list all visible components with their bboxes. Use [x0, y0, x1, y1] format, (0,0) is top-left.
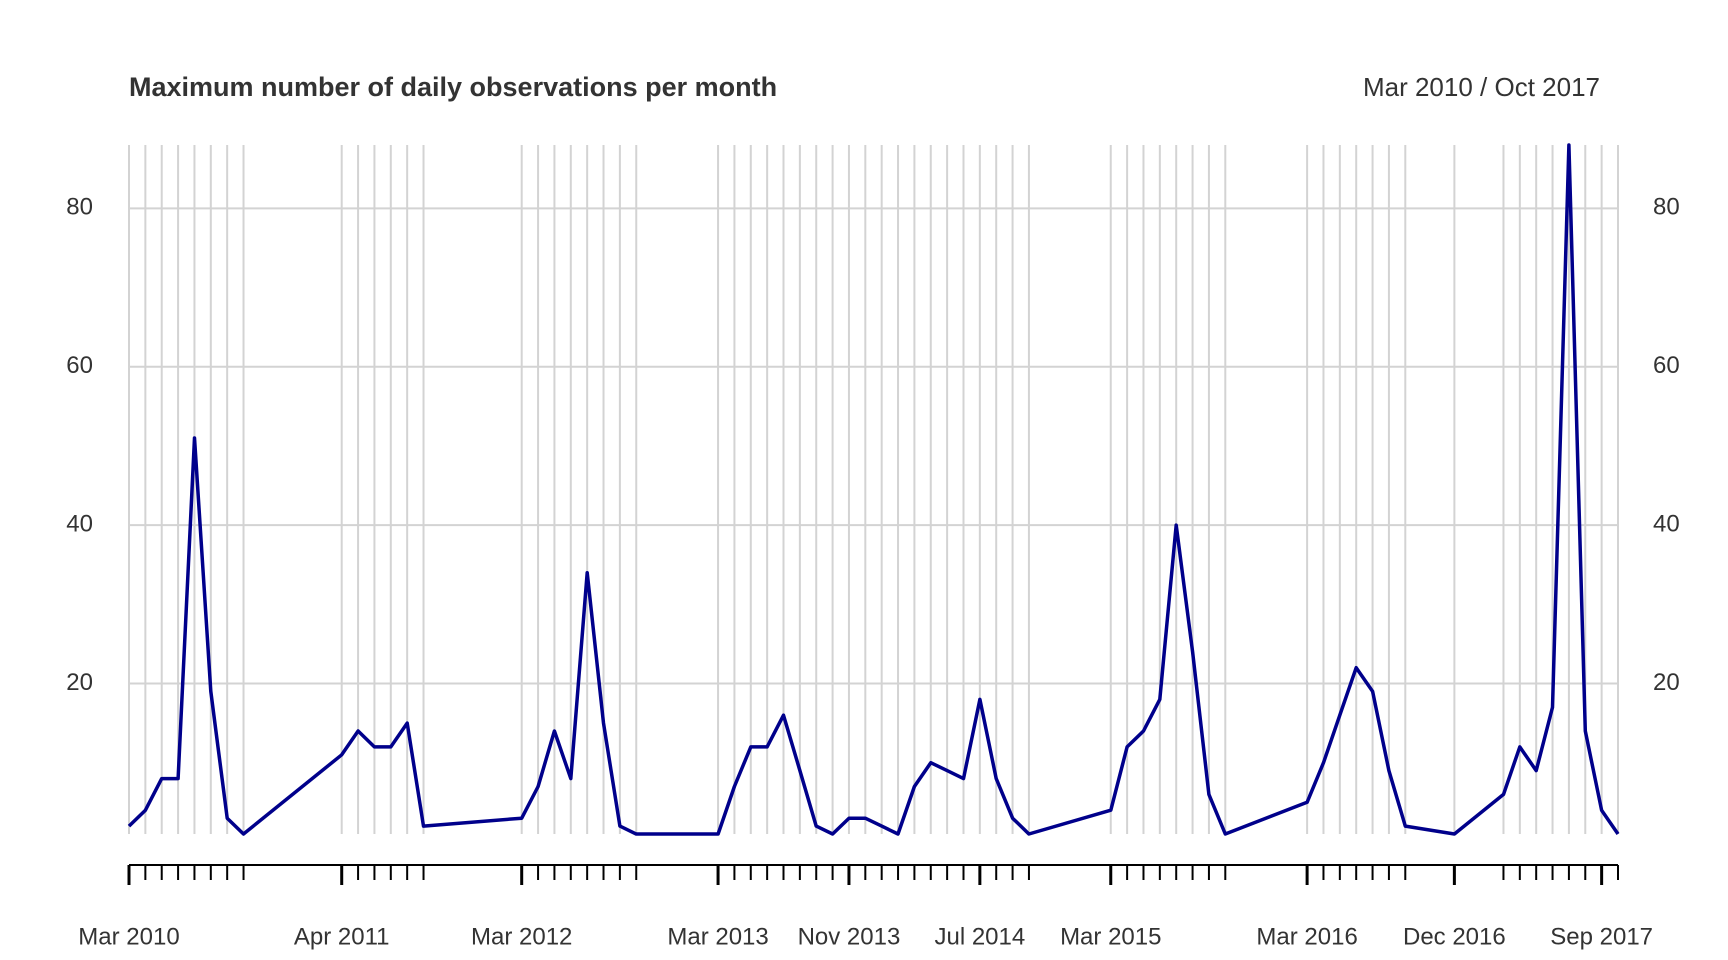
x-tick-label: Mar 2016 — [1256, 923, 1357, 950]
x-tick-label: Apr 2011 — [294, 923, 390, 950]
chart-title: Maximum number of daily observations per… — [129, 72, 777, 102]
y2-tick-label: 60 — [1653, 352, 1680, 379]
y2-tick-label: 80 — [1653, 194, 1680, 221]
x-tick-label: Mar 2012 — [471, 923, 572, 950]
chart-subtitle: Mar 2010 / Oct 2017 — [1363, 72, 1600, 102]
y-tick-label: 40 — [66, 510, 93, 537]
x-tick-label: Nov 2013 — [798, 923, 901, 950]
y-tick-label: 20 — [66, 669, 93, 696]
y-tick-label: 80 — [66, 194, 93, 221]
x-tick-label: Jul 2014 — [934, 923, 1025, 950]
x-tick-label: Mar 2013 — [667, 923, 768, 950]
x-tick-label: Mar 2015 — [1060, 923, 1161, 950]
x-tick-label: Mar 2010 — [78, 923, 179, 950]
y-tick-label: 60 — [66, 352, 93, 379]
x-tick-label: Sep 2017 — [1550, 923, 1653, 950]
data-line — [127, 143, 1620, 836]
x-tick-label: Dec 2016 — [1403, 923, 1506, 950]
y2-tick-label: 40 — [1653, 510, 1680, 537]
y2-tick-label: 20 — [1653, 669, 1680, 696]
